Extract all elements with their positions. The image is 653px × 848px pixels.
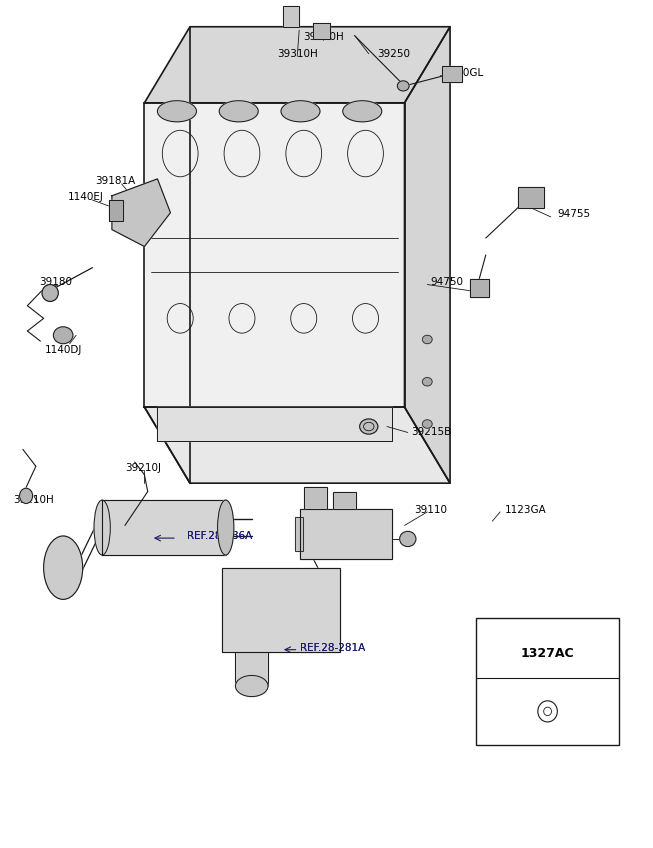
Ellipse shape — [343, 101, 382, 122]
Ellipse shape — [360, 419, 378, 434]
Bar — [304, 488, 326, 509]
Bar — [333, 492, 356, 509]
Text: 1327AC: 1327AC — [520, 647, 575, 661]
Text: 39350H: 39350H — [303, 32, 343, 42]
Polygon shape — [313, 23, 330, 39]
Bar — [333, 492, 356, 509]
Bar — [223, 567, 340, 652]
Bar — [236, 652, 268, 686]
Ellipse shape — [422, 377, 432, 386]
Bar — [236, 652, 268, 686]
Text: REF.28-286A: REF.28-286A — [187, 531, 252, 540]
Text: 39210J: 39210J — [125, 463, 161, 473]
Polygon shape — [144, 27, 450, 103]
Bar — [442, 66, 462, 81]
Bar — [442, 66, 462, 81]
Text: 1123GA: 1123GA — [505, 505, 547, 516]
Polygon shape — [144, 103, 404, 407]
Bar — [283, 6, 299, 27]
Bar — [518, 187, 545, 209]
Ellipse shape — [42, 285, 58, 301]
Bar — [295, 517, 303, 551]
Ellipse shape — [94, 500, 110, 555]
Ellipse shape — [398, 81, 409, 91]
Bar — [295, 517, 303, 551]
Ellipse shape — [217, 500, 234, 555]
Bar — [304, 488, 326, 509]
Text: 39180: 39180 — [39, 277, 72, 287]
Polygon shape — [112, 179, 170, 247]
Text: 94755: 94755 — [557, 209, 590, 220]
Text: 39181A: 39181A — [95, 176, 135, 186]
Bar — [476, 618, 619, 745]
Text: REF.28-286A: REF.28-286A — [187, 531, 252, 540]
Ellipse shape — [422, 420, 432, 428]
Bar — [300, 509, 392, 559]
Text: 39250: 39250 — [377, 49, 410, 59]
Ellipse shape — [422, 335, 432, 343]
Ellipse shape — [157, 101, 197, 122]
Text: 39110: 39110 — [414, 505, 447, 516]
Text: 39215B: 39215B — [411, 427, 451, 438]
Ellipse shape — [20, 488, 33, 504]
Ellipse shape — [44, 536, 83, 600]
Ellipse shape — [54, 326, 73, 343]
Bar — [470, 279, 489, 297]
Ellipse shape — [219, 101, 258, 122]
Text: 1120GL: 1120GL — [443, 68, 484, 78]
Bar — [470, 279, 489, 297]
Ellipse shape — [236, 676, 268, 696]
Text: 1140DJ: 1140DJ — [44, 344, 82, 354]
Bar — [300, 509, 392, 559]
Polygon shape — [157, 407, 392, 441]
Polygon shape — [102, 500, 226, 555]
Text: REF.28-281A: REF.28-281A — [300, 643, 366, 653]
Text: 94750: 94750 — [430, 277, 464, 287]
Text: 39210H: 39210H — [14, 495, 54, 505]
Bar — [518, 187, 545, 209]
Bar — [108, 200, 123, 221]
Text: 39310H: 39310H — [277, 49, 317, 59]
Text: REF.28-281A: REF.28-281A — [300, 643, 366, 653]
Polygon shape — [144, 407, 450, 483]
Ellipse shape — [281, 101, 320, 122]
Polygon shape — [404, 27, 450, 483]
Bar — [108, 200, 123, 221]
Bar — [283, 6, 299, 27]
Ellipse shape — [400, 532, 416, 547]
Text: 1140EJ: 1140EJ — [68, 192, 104, 203]
Bar — [223, 567, 340, 652]
